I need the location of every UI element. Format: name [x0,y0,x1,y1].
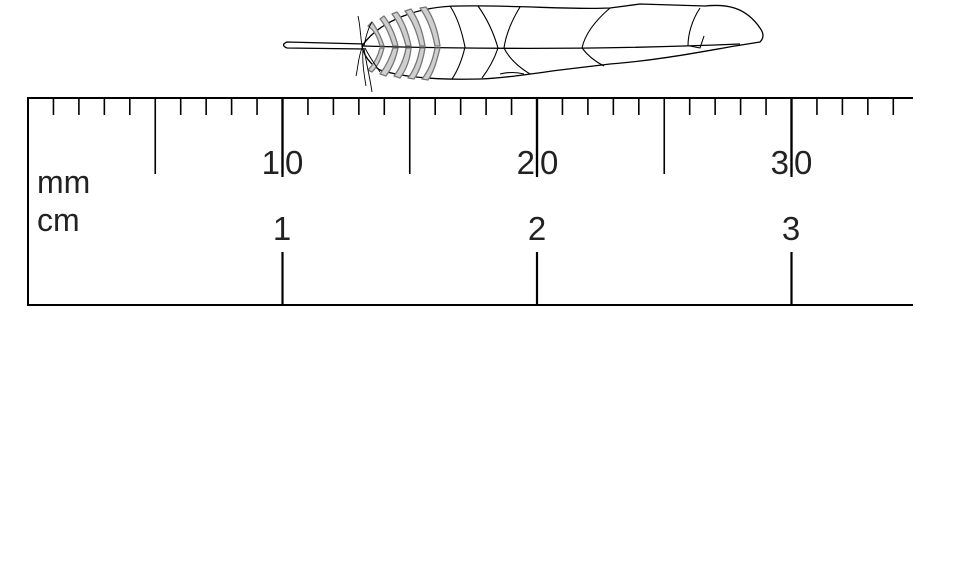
mm-label-30-right: 0 [794,144,812,181]
cm-label-2: 2 [528,210,546,247]
feather-quill [282,41,366,50]
feather-bands [367,6,441,81]
mm-label-20: 2 0 [517,144,559,181]
feather-icon [282,3,764,93]
mm-label-10-left: 1 [262,144,280,181]
mm-ticks [52,98,895,177]
mm-label-30: 3 0 [771,144,813,181]
mm-label-10-right: 0 [285,144,303,181]
unit-label-cm: cm [37,202,80,238]
feather-barbs [449,5,705,80]
cm-label-1: 1 [273,210,291,247]
ruler [27,97,913,306]
ruler-frame [27,97,913,306]
mm-label-10: 1 0 [262,144,304,181]
mm-label-30-left: 3 [771,144,789,181]
mm-label-20-left: 2 [517,144,535,181]
feather-rachis [361,43,741,50]
unit-label-mm: mm [37,164,90,200]
mm-label-20-right: 0 [540,144,558,181]
cm-ticks [281,252,793,305]
feather-down [355,15,381,93]
cm-label-3: 3 [782,210,800,247]
